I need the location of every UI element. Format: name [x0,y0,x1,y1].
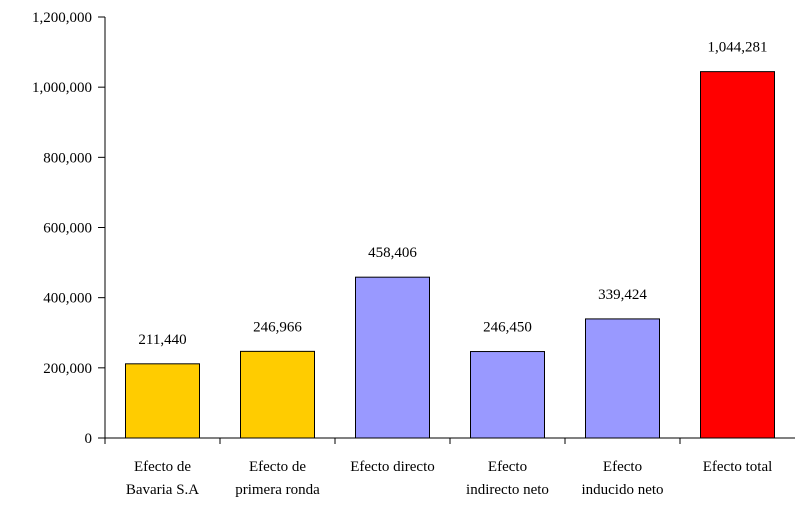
bar [125,363,200,439]
bar [355,276,430,439]
value-label: 339,424 [598,287,647,303]
value-label: 458,406 [368,245,417,261]
y-tick-label: 800,000 [43,150,92,166]
y-tick-label: 1,200,000 [32,10,92,26]
x-tick-label: Efecto de Bavaria S.A [126,459,199,498]
value-label: 1,044,281 [708,40,768,56]
y-tick-label: 600,000 [43,221,92,237]
value-label: 211,440 [138,332,186,348]
x-tick-label: Efecto total [703,459,773,475]
y-tick-label: 0 [85,431,93,447]
bar [470,351,545,439]
y-tick-label: 200,000 [43,361,92,377]
bar [585,318,660,439]
value-label: 246,966 [253,319,302,335]
x-tick-label: Efecto de primera ronda [235,459,320,498]
bar [700,71,775,439]
x-tick-label: Efecto directo [350,459,435,475]
x-tick-label: Efecto inducido neto [581,459,663,498]
y-tick-label: 400,000 [43,291,92,307]
y-tick-label: 1,000,000 [32,80,92,96]
x-tick-label: Efecto indirecto neto [466,459,549,498]
value-label: 246,450 [483,320,532,336]
bar [240,350,315,439]
